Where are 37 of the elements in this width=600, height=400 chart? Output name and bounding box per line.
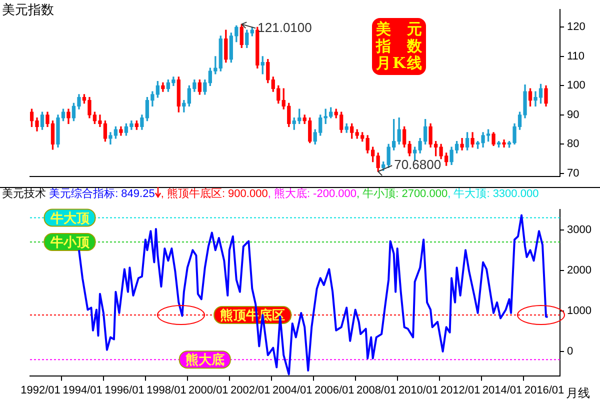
y-tick-label: 80 [567,138,580,150]
x-tick-label: 2010/01 [398,384,438,396]
x-tick-label: 2012/01 [440,384,480,396]
y-tick-label: 0 [567,346,574,358]
text: , 熊大底: -200.000 [268,188,356,200]
text: 美元指数月K线 [376,20,422,72]
annotation: 121.0100 [258,20,312,35]
chart-title: 美元技术 [2,188,46,200]
text: 美元综合指标: 849.25 [49,188,155,200]
x-tick-label: 2000/01 [188,384,228,396]
text: , 牛小顶: 2700.000 [356,188,448,200]
x-tick-label: 2008/01 [356,384,396,396]
y-tick-label: 3000 [567,224,592,236]
y-tick-label: 100 [567,80,586,92]
y-tick-label: 120 [567,21,586,34]
text: , 熊顶牛底区: 900.000 [160,188,268,200]
x-tick-label: 2004/01 [272,384,312,396]
y-tick-label: 90 [567,108,580,121]
text: 月线 [566,385,590,400]
y-tick-label: 70 [567,168,580,180]
ref-line-label: 熊大底 [185,352,224,368]
ref-line-label: 牛小顶 [49,234,90,250]
x-tick-label: 2014/01 [482,384,522,396]
x-tick-label: 2006/01 [314,384,354,396]
x-tick-label: 1996/01 [104,384,144,396]
y-tick-label: 2000 [567,264,592,276]
x-tick-label: 1998/01 [146,384,186,396]
annotation: 70.6800 [394,157,442,172]
chart-title: 美元指数 [2,1,54,19]
ref-line-label: 牛大顶 [49,210,90,226]
x-tick-label: 2016/01 [524,384,564,396]
y-tick-label: 1000 [567,304,592,317]
text: , 牛大顶: 3300.000 [448,188,539,200]
x-tick-label: 2002/01 [230,384,270,396]
x-tick-label: 1992/01 [20,384,60,396]
x-tick-label: 1994/01 [62,384,102,396]
y-tick-label: 110 [567,50,585,62]
